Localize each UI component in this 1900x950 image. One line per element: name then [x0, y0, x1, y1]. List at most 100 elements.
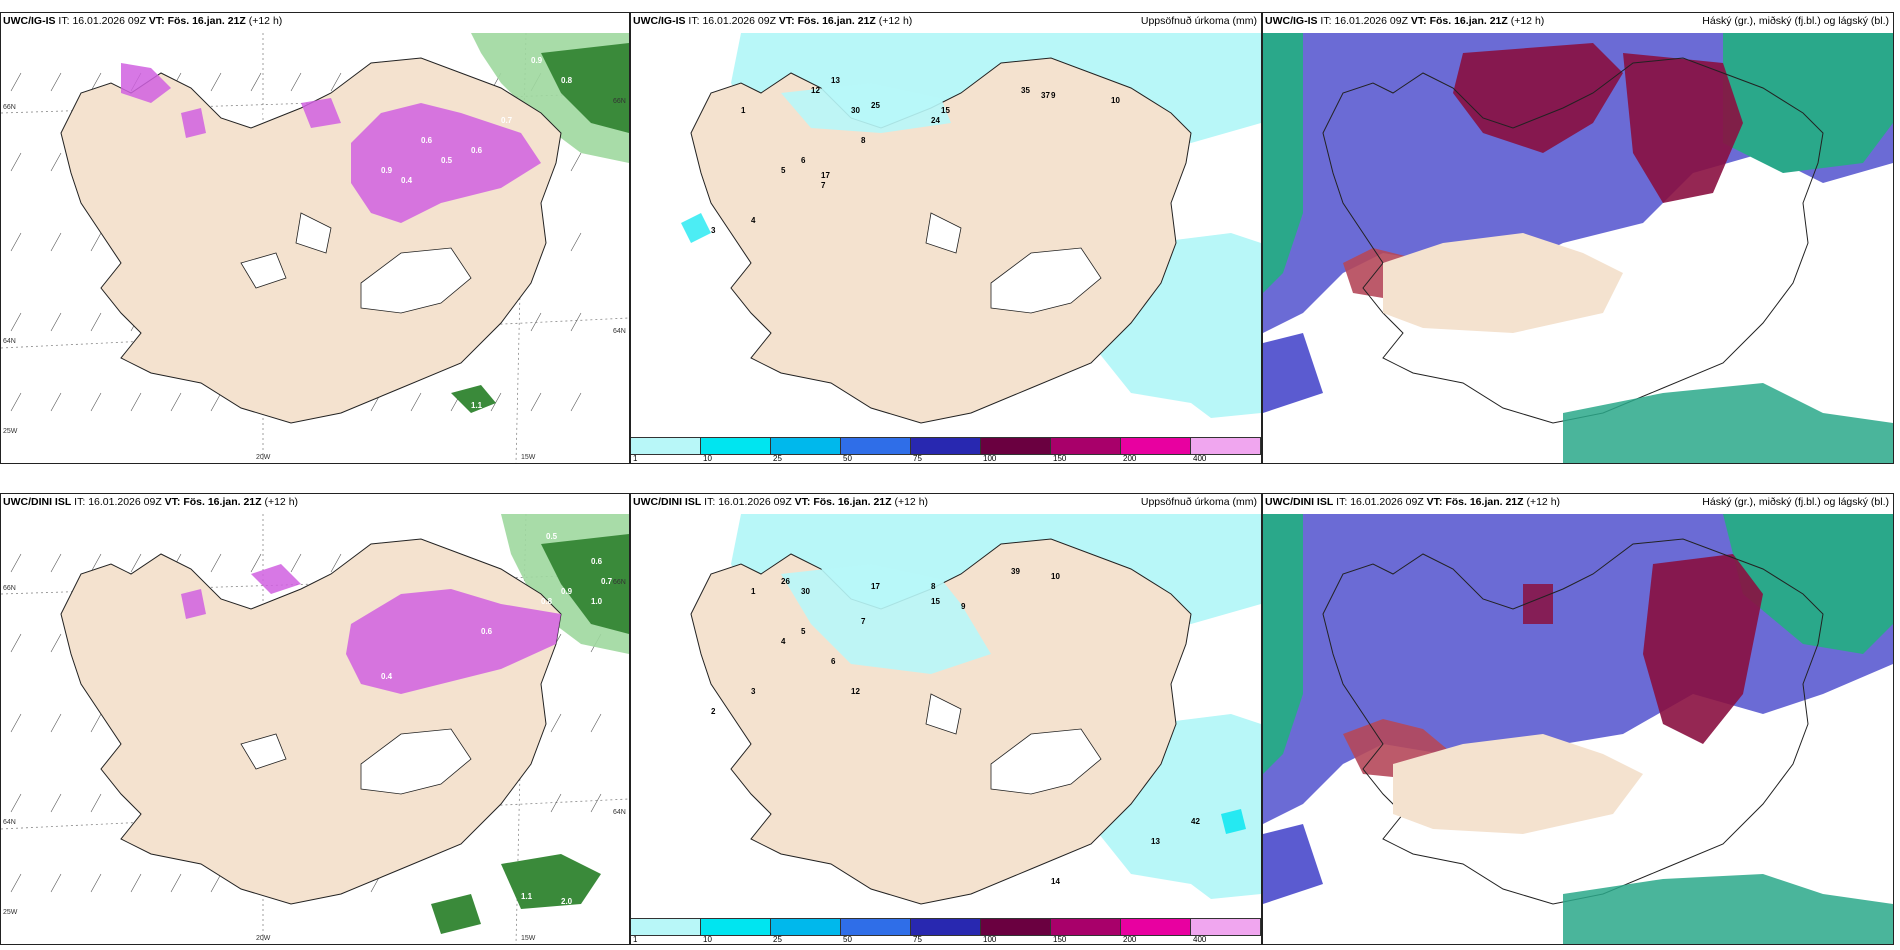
header-wind-row2: UWC/DINI ISL IT: 16.01.2026 09Z VT: Fös.… — [3, 496, 299, 508]
map-value-label: 0.6 — [421, 136, 433, 145]
cloud-title-row1: Háský (gr.), miðský (fj.bl.) og lágský (… — [1702, 15, 1889, 27]
colorbar-swatch — [771, 918, 841, 936]
map-value-label: 2.0 — [561, 897, 573, 906]
map-value-label: 42 — [1191, 817, 1200, 826]
colorbar-tick-label: 50 — [843, 935, 852, 944]
map-value-label: 39 — [1011, 567, 1020, 576]
latitude-label: 64N — [613, 328, 626, 335]
colorbar-swatch — [1191, 437, 1261, 455]
colorbar-swatch — [701, 918, 771, 936]
header-cloud-row1: UWC/IG-IS IT: 16.01.2026 09Z VT: Fös. 16… — [1265, 15, 1889, 27]
latitude-label: 64N — [3, 819, 16, 826]
map-value-label: 0.4 — [401, 176, 413, 185]
colorbar-swatch — [1191, 918, 1261, 936]
map-value-label: 1 — [741, 106, 746, 115]
map-value-label: 12 — [851, 687, 860, 696]
map-value-label: 17 — [821, 171, 830, 180]
graticule-labels-row2: 20W 15W 66N 64N 25W 66N 64N — [3, 579, 626, 942]
map-value-label: 35 — [1021, 86, 1030, 95]
map-value-label: 0.9 — [381, 166, 393, 175]
latitude-label: 66N — [3, 104, 16, 111]
panel-precip-row1: 1 3 4 5 6 7 8 9 10 12 13 15 17 24 25 30 35 37 UWC/IG-IS I… — [630, 12, 1262, 464]
map-value-label: 0.6 — [471, 146, 483, 155]
colorbar-tick-label: 1 — [633, 935, 638, 944]
longitude-label: 20W — [256, 454, 271, 461]
colorbar-row2: 1 10 25 50 75 100 150 200 400 — [631, 918, 1261, 944]
map-value-label: 0.9 — [531, 56, 543, 65]
map-value-label: 0.7 — [501, 116, 513, 125]
colorbar-swatch — [701, 437, 771, 455]
map-wind-row2: 0.5 0.6 0.7 1.0 0.9 0.8 0.6 0.4 1.3 2.0 4.5 1.1 20W… — [1, 494, 629, 944]
colorbar-labels: 1 10 25 50 75 100 150 200 400 — [631, 453, 1261, 463]
map-value-label: 0.9 — [561, 587, 573, 596]
colorbar-swatch — [1051, 918, 1121, 936]
longitude-label: 15W — [521, 935, 536, 942]
map-value-label: 15 — [941, 106, 950, 115]
map-value-label: 7 — [821, 181, 826, 190]
map-value-label: 2 — [711, 707, 716, 716]
colorbar-swatch — [911, 437, 981, 455]
colorbar-tick-label: 100 — [983, 935, 997, 944]
map-value-label: 30 — [851, 106, 860, 115]
header-precip-row1: UWC/IG-IS IT: 16.01.2026 09Z VT: Fös. 16… — [633, 15, 1257, 27]
map-value-label: 15 — [931, 597, 940, 606]
colorbar-swatch — [841, 437, 911, 455]
colorbar-tick-label: 25 — [773, 454, 782, 463]
map-value-label: 14 — [1051, 877, 1060, 886]
map-value-label: 3 — [711, 226, 716, 235]
map-value-label: 10 — [1111, 96, 1120, 105]
map-value-label: 13 — [1151, 837, 1160, 846]
panel-wind-row1: 0.6 0.9 0.8 0.7 0.6 0.5 0.4 0.9 0.6 0.7 1.1 1.2 20W… — [0, 12, 630, 464]
map-value-label: 13 — [831, 76, 840, 85]
colorbar-tick-label: 200 — [1123, 454, 1137, 463]
colorbar-tick-label: 150 — [1053, 454, 1067, 463]
map-value-label: 1.1 — [471, 401, 483, 410]
colorbar-tick-label: 1 — [633, 454, 638, 463]
map-value-label: 4 — [781, 637, 786, 646]
wind-values-row2: 0.5 0.6 0.7 1.0 0.9 0.8 0.6 0.4 1.3 2.0 4.5 1.1 — [381, 532, 613, 926]
latitude-label: 25W — [3, 428, 18, 435]
latitude-label: 66N — [613, 579, 626, 586]
wind-values-row1: 0.6 0.9 0.8 0.7 0.6 0.5 0.4 0.9 0.6 0.7 1.1 1.2 — [256, 56, 603, 410]
colorbar-swatch — [1121, 918, 1191, 936]
map-value-label: 1.1 — [521, 892, 533, 901]
colorbar-tick-label: 200 — [1123, 935, 1137, 944]
map-value-label: 0.6 — [481, 627, 493, 636]
map-value-label: 5 — [801, 627, 806, 636]
header-wind-row1: UWC/IG-IS IT: 16.01.2026 09Z VT: Fös. 16… — [3, 15, 283, 27]
map-value-label: 6 — [801, 156, 806, 165]
map-value-label: 9 — [961, 602, 966, 611]
colorbar-swatch — [841, 918, 911, 936]
map-value-label: 1.3 — [561, 807, 573, 816]
panel-wind-row2: 0.5 0.6 0.7 1.0 0.9 0.8 0.6 0.4 1.3 2.0 4.5 1.1 20W… — [0, 493, 630, 945]
colorbar-swatch — [981, 918, 1051, 936]
colorbar-row1: 1 10 25 50 75 100 150 200 400 — [631, 437, 1261, 463]
map-value-label: 30 — [801, 587, 810, 596]
panel-precip-row2: 1 2 3 4 5 6 7 8 9 10 12 13 14 15 17 26 30 39 42 UWC/DINI I… — [630, 493, 1262, 945]
map-value-label: 0.6 — [256, 111, 268, 120]
map-value-label: 0.7 — [601, 577, 613, 586]
colorbar-swatch — [631, 918, 701, 936]
precip-title-row2: Uppsöfnuð úrkoma (mm) — [1140, 496, 1257, 508]
cloud-title-row2: Háský (gr.), miðský (fj.bl.) og lágský (… — [1702, 496, 1889, 508]
map-cloud-row2 — [1263, 494, 1893, 944]
map-wind-row1: 0.6 0.9 0.8 0.7 0.6 0.5 0.4 0.9 0.6 0.7 1.1 1.2 20W… — [1, 13, 629, 463]
longitude-label: 15W — [521, 454, 536, 461]
colorbar-tick-label: 10 — [703, 935, 712, 944]
colorbar-tick-label: 50 — [843, 454, 852, 463]
colorbar-tick-label: 400 — [1193, 454, 1207, 463]
map-value-label: 1.2 — [546, 391, 558, 400]
colorbar-tick-label: 75 — [913, 454, 922, 463]
colorbar-labels: 1 10 25 50 75 100 150 200 400 — [631, 934, 1261, 944]
map-value-label: 0.5 — [546, 532, 558, 541]
map-value-label: 0.5 — [441, 156, 453, 165]
map-value-label: 17 — [871, 582, 880, 591]
map-cloud-row1 — [1263, 13, 1893, 463]
colorbar-swatch — [1121, 437, 1191, 455]
latitude-label: 64N — [3, 338, 16, 345]
map-value-label: 1.0 — [591, 597, 603, 606]
map-value-label: 4.5 — [581, 917, 593, 926]
map-value-label: 0.4 — [381, 672, 393, 681]
